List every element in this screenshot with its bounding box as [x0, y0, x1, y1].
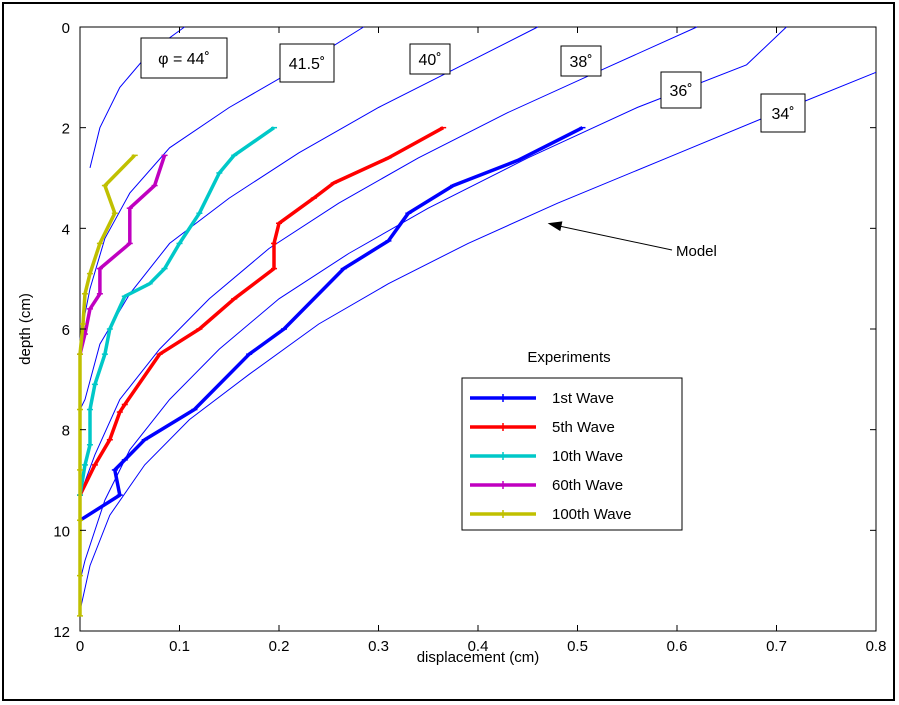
x-tick-label: 0.7 [766, 638, 787, 655]
legend-label: 60th Wave [552, 477, 623, 494]
series-10th-wave [77, 126, 278, 496]
model-annotation: Model [547, 221, 717, 260]
x-tick-label: 0.1 [169, 638, 190, 655]
legend-items: 1st Wave 5th Wave 10th Wave 60th Wave 100th … [470, 390, 632, 523]
curve-label-box-5 [660, 71, 702, 109]
model-curve-6 [79, 71, 877, 612]
curve-label-5: 36˚ [669, 83, 692, 100]
x-tick-label: 0.6 [667, 638, 688, 655]
legend-item-1st-wave: 1st Wave [470, 390, 614, 407]
y-tick-label: 0 [62, 20, 70, 37]
y-tick-label: 8 [62, 423, 70, 440]
series-1st-wave [77, 126, 586, 522]
legend-item-10th-wave: 10th Wave [470, 448, 623, 465]
curve-label-box-4 [560, 45, 602, 77]
legend-label: 10th Wave [552, 448, 623, 465]
curve-labels: φ = 44˚ 41.5˚ 40˚ 38˚ 36˚ 34˚ [140, 37, 806, 133]
y-tick-label: 10 [53, 523, 70, 540]
legend-item-60th-wave: 60th Wave [470, 477, 623, 494]
model-curve-3 [79, 26, 538, 410]
x-tick-label: 0.4 [468, 638, 489, 655]
legend-item-5th-wave: 5th Wave [470, 419, 615, 436]
legend-label: 1st Wave [552, 390, 614, 407]
curve-label-2: 41.5˚ [289, 56, 325, 73]
y-tick-label: 12 [53, 624, 70, 641]
experiment-series [77, 126, 586, 617]
x-tick-label: 0 [76, 638, 84, 655]
legend-label: 5th Wave [552, 419, 615, 436]
axis-ticks: 0 0.1 0.2 0.3 0.4 0.5 0.6 0.7 0.8 0 2 4 6 8 10 12 [53, 20, 886, 655]
x-tick-label: 0.5 [567, 638, 588, 655]
curve-label-box-1 [140, 37, 228, 79]
x-axis-label: displacement (cm) [417, 649, 540, 666]
curve-label-box-2 [279, 43, 335, 83]
curve-label-box-3 [409, 43, 451, 75]
series-5th-wave [77, 126, 447, 496]
curve-label-1: φ = 44˚ [158, 51, 210, 68]
x-tick-label: 0.2 [269, 638, 290, 655]
legend-box [461, 377, 683, 531]
legend-title: Experiments [527, 349, 610, 366]
legend-label: 100th Wave [552, 506, 632, 523]
model-arrow-head [547, 221, 563, 232]
series-line-1st-wave [79, 126, 584, 522]
curve-label-3: 40˚ [418, 52, 441, 69]
legend: Experiments 1st Wave 5th Wave 10th Wave 60t… [461, 349, 683, 531]
model-annotation-label: Model [676, 243, 717, 260]
x-tick-label: 0.8 [866, 638, 887, 655]
y-tick-label: 4 [62, 221, 70, 238]
legend-item-100th-wave: 100th Wave [470, 506, 632, 523]
series-100th-wave [77, 154, 138, 617]
x-tick-label: 0.3 [368, 638, 389, 655]
model-curve-5 [79, 26, 787, 581]
y-tick-label: 2 [62, 121, 70, 138]
model-curve-4 [79, 26, 698, 496]
curve-label-6: 34˚ [771, 106, 794, 123]
y-tick-label: 6 [62, 322, 70, 339]
curve-label-4: 38˚ [569, 54, 592, 71]
model-curves [79, 26, 877, 612]
curve-label-box-6 [760, 93, 806, 133]
model-arrow-line [555, 224, 673, 251]
y-axis-label: depth (cm) [17, 293, 34, 365]
